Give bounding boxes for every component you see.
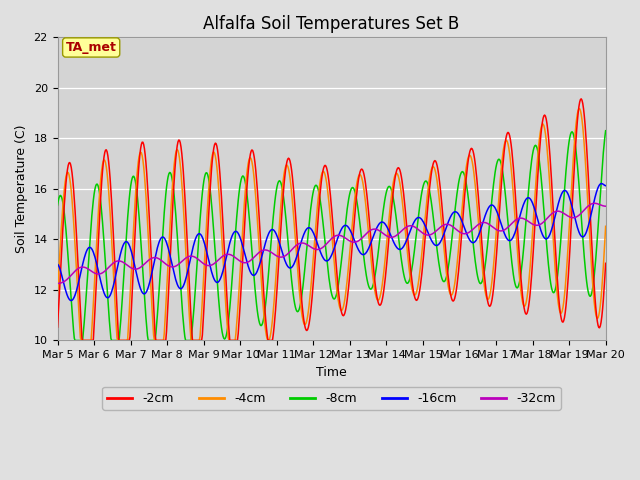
- Y-axis label: Soil Temperature (C): Soil Temperature (C): [15, 125, 28, 253]
- Text: TA_met: TA_met: [66, 41, 116, 54]
- Legend: -2cm, -4cm, -8cm, -16cm, -32cm: -2cm, -4cm, -8cm, -16cm, -32cm: [102, 387, 561, 410]
- Title: Alfalfa Soil Temperatures Set B: Alfalfa Soil Temperatures Set B: [204, 15, 460, 33]
- X-axis label: Time: Time: [316, 366, 347, 379]
